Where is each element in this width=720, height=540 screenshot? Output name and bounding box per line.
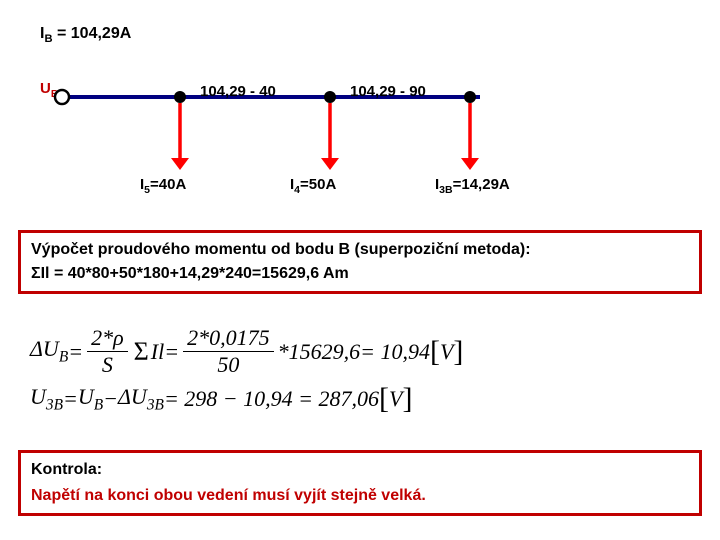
bracket-open-2: [ xyxy=(379,382,389,416)
moment-box: Výpočet proudového momentu od bodu B (su… xyxy=(18,230,702,294)
load-label: I3B=14,29A xyxy=(435,176,510,196)
formula-row-2: U3B = UB − ΔU3B = 298 − 10,94 = 287,06 [… xyxy=(30,382,463,416)
bracket-open-1: [ xyxy=(430,335,440,369)
segment-label: 104,29 - 40 xyxy=(200,83,276,100)
formula-row-1: ΔUB = 2*ρ S Σ Il = 2*0,0175 50 * 15629,6… xyxy=(30,325,463,378)
formula-block: ΔUB = 2*ρ S Σ Il = 2*0,0175 50 * 15629,6… xyxy=(30,325,463,420)
check-box: Kontrola: Napětí na konci obou vedení mu… xyxy=(18,450,702,516)
header-rest: = 104,29A xyxy=(53,25,132,42)
header-current: IB = 104,29A xyxy=(40,25,131,45)
U3B: U3B xyxy=(30,384,63,414)
moment-calc: ΣIl = 40*80+50*180+14,29*240=15629,6 Am xyxy=(31,265,689,283)
load-label: I5=40A xyxy=(140,176,186,196)
dU3B: ΔU3B xyxy=(118,384,164,414)
UB: UB xyxy=(78,384,103,414)
moment-title: Výpočet proudového momentu od bodu B (su… xyxy=(31,241,689,259)
load-label: I4=50A xyxy=(290,176,336,196)
check-text: Napětí na konci obou vedení musí vyjít s… xyxy=(31,487,689,505)
header-sub: B xyxy=(44,33,52,45)
check-title: Kontrola: xyxy=(31,461,689,479)
bracket-close-1: ] xyxy=(453,335,463,369)
moment-expr: 40*80+50*180+14,29*240=15629,6 Am xyxy=(68,265,349,282)
frac-1: 2*ρ S xyxy=(87,325,128,378)
frac-2: 2*0,0175 50 xyxy=(183,325,274,378)
segment-label: 104,29 - 90 xyxy=(350,83,426,100)
circuit-diagram: 104,29 - 40 104,29 - 90 I5=40A I4=50A I3B=1… xyxy=(40,75,520,215)
sigma-icon: Σ xyxy=(134,337,149,367)
bracket-close-2: ] xyxy=(402,382,412,416)
sigma-prefix: ΣIl = xyxy=(31,265,68,282)
dUB: ΔUB xyxy=(30,336,68,366)
